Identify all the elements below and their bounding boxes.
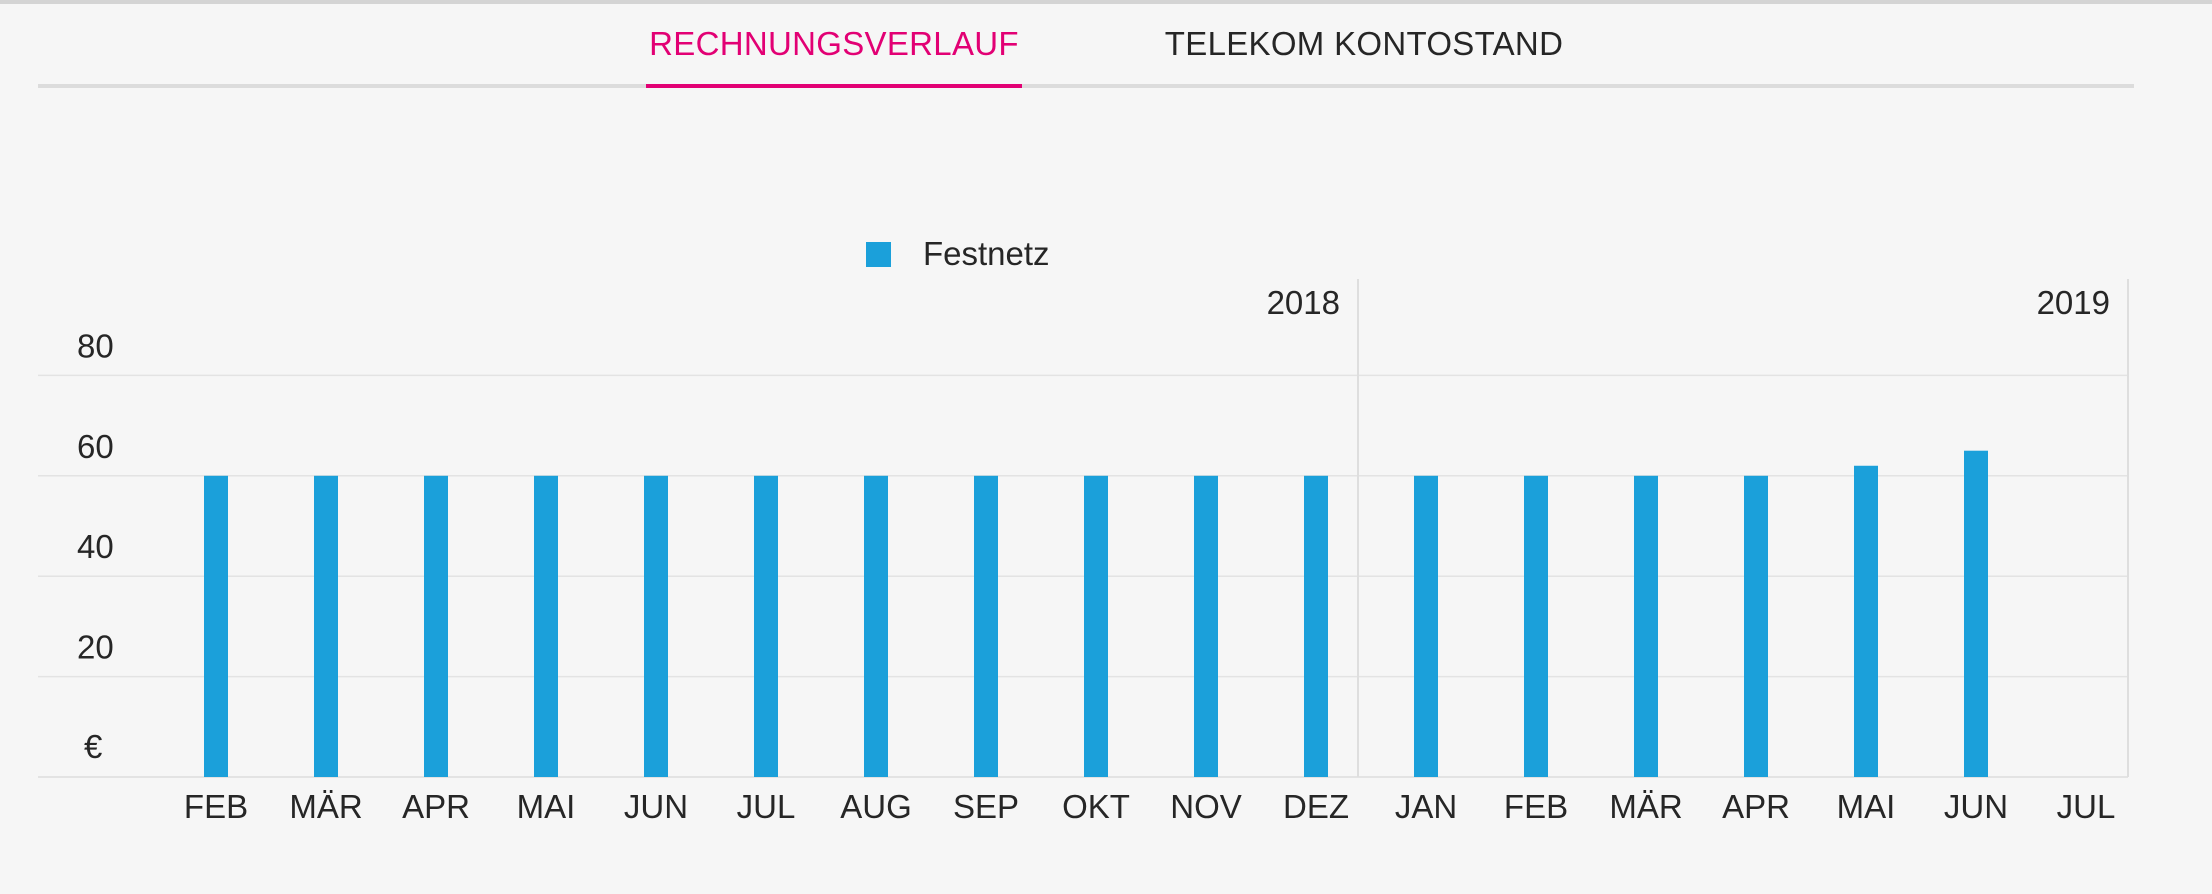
bar-3	[424, 475, 448, 777]
bar-9	[1084, 475, 1108, 777]
y-tick-label-20: 20	[77, 629, 114, 666]
bar-7	[864, 475, 888, 777]
y-tick-label-60: 60	[77, 428, 114, 465]
x-tick-label-11: DEZ	[1283, 788, 1349, 825]
bar-6	[754, 475, 778, 777]
bar-16	[1854, 465, 1878, 777]
chart-legend: Festnetz	[866, 234, 1050, 274]
x-tick-label-10: NOV	[1170, 788, 1242, 825]
x-tick-label-17: JUN	[1944, 788, 2008, 825]
bar-2	[314, 475, 338, 777]
tab-rechnungsverlauf[interactable]: RECHNUNGSVERLAUF	[646, 4, 1022, 88]
bar-1	[204, 475, 228, 777]
x-tick-label-4: MAI	[517, 788, 576, 825]
bar-12	[1414, 475, 1438, 777]
bar-5	[644, 475, 668, 777]
y-axis-unit-label: €	[84, 728, 102, 765]
year-label-2018: 2018	[1267, 284, 1340, 321]
bar-8	[974, 475, 998, 777]
x-tick-label-5: JUN	[624, 788, 688, 825]
x-tick-label-16: MAI	[1837, 788, 1896, 825]
legend-label-festnetz: Festnetz	[923, 235, 1050, 272]
legend-swatch-festnetz	[866, 241, 891, 267]
bar-15	[1744, 475, 1768, 777]
tab-telekom-kontostand-label: TELEKOM KONTOSTAND	[1164, 25, 1564, 62]
bar-10	[1194, 475, 1218, 777]
x-tick-label-14: MÄR	[1609, 788, 1682, 825]
x-tick-label-8: SEP	[953, 788, 1019, 825]
bar-11	[1304, 475, 1328, 777]
x-tick-label-9: OKT	[1062, 788, 1130, 825]
bar-14	[1634, 475, 1658, 777]
tab-telekom-kontostand[interactable]: TELEKOM KONTOSTAND	[1134, 4, 1594, 84]
top-border	[0, 0, 2212, 4]
active-tab-indicator	[646, 84, 1022, 88]
bar-17	[1964, 450, 1988, 777]
x-tick-label-2: MÄR	[289, 788, 362, 825]
x-tick-label-3: APR	[402, 788, 470, 825]
y-tick-label-80: 80	[77, 327, 114, 364]
tab-rechnungsverlauf-label: RECHNUNGSVERLAUF	[649, 25, 1019, 62]
x-tick-label-18: JUL	[2057, 788, 2116, 825]
x-tick-label-7: AUG	[840, 788, 912, 825]
bar-13	[1524, 475, 1548, 777]
x-tick-label-6: JUL	[737, 788, 796, 825]
x-tick-label-15: APR	[1722, 788, 1790, 825]
bar-4	[534, 475, 558, 777]
y-tick-label-40: 40	[77, 528, 114, 565]
x-tick-label-1: FEB	[184, 788, 248, 825]
x-tick-label-12: JAN	[1395, 788, 1457, 825]
year-label-2019: 2019	[2037, 284, 2110, 321]
x-tick-label-13: FEB	[1504, 788, 1568, 825]
tab-bar: RECHNUNGSVERLAUF TELEKOM KONTOSTAND	[38, 4, 2134, 88]
